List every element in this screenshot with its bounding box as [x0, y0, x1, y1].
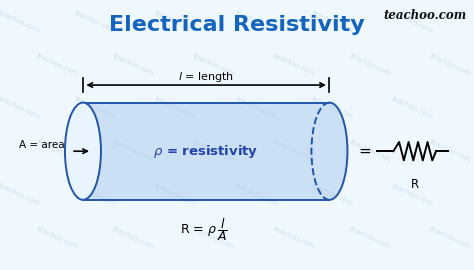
Text: teachoo.com: teachoo.com [234, 182, 278, 207]
Text: teachoo.com: teachoo.com [391, 9, 434, 34]
Text: $\rho$ = resistivity: $\rho$ = resistivity [154, 143, 259, 160]
Ellipse shape [311, 103, 347, 200]
Text: teachoo.com: teachoo.com [272, 225, 316, 250]
Text: $\it{l}$ = length: $\it{l}$ = length [178, 70, 234, 84]
Polygon shape [83, 103, 329, 200]
Text: teachoo.com: teachoo.com [0, 9, 41, 34]
Text: teachoo.com: teachoo.com [272, 52, 316, 77]
Text: teachoo.com: teachoo.com [35, 52, 79, 77]
Text: teachoo.com: teachoo.com [310, 96, 354, 120]
Text: teachoo.com: teachoo.com [154, 96, 197, 120]
Text: R: R [410, 178, 419, 191]
Text: R = $\rho\,\dfrac{l}{A}$: R = $\rho\,\dfrac{l}{A}$ [180, 216, 228, 243]
Text: teachoo.com: teachoo.com [391, 182, 434, 207]
Text: teachoo.com: teachoo.com [384, 9, 467, 22]
Text: teachoo.com: teachoo.com [310, 9, 354, 34]
Text: teachoo.com: teachoo.com [348, 52, 392, 77]
Ellipse shape [65, 103, 101, 200]
Text: teachoo.com: teachoo.com [154, 9, 197, 34]
Text: teachoo.com: teachoo.com [234, 96, 278, 120]
Text: teachoo.com: teachoo.com [154, 182, 197, 207]
Text: teachoo.com: teachoo.com [191, 52, 235, 77]
Text: teachoo.com: teachoo.com [0, 96, 41, 120]
Text: teachoo.com: teachoo.com [35, 225, 79, 250]
Text: teachoo.com: teachoo.com [111, 139, 155, 164]
Text: teachoo.com: teachoo.com [428, 139, 472, 164]
Text: teachoo.com: teachoo.com [111, 225, 155, 250]
Text: =: = [359, 144, 371, 159]
Text: teachoo.com: teachoo.com [310, 182, 354, 207]
Text: teachoo.com: teachoo.com [348, 225, 392, 250]
Text: teachoo.com: teachoo.com [348, 139, 392, 164]
Text: teachoo.com: teachoo.com [0, 182, 41, 207]
Text: Electrical Resistivity: Electrical Resistivity [109, 15, 365, 35]
Text: teachoo.com: teachoo.com [234, 9, 278, 34]
Text: teachoo.com: teachoo.com [35, 139, 79, 164]
Text: teachoo.com: teachoo.com [191, 225, 235, 250]
Text: teachoo.com: teachoo.com [111, 52, 155, 77]
Text: teachoo.com: teachoo.com [272, 139, 316, 164]
Text: teachoo.com: teachoo.com [428, 225, 472, 250]
Text: teachoo.com: teachoo.com [73, 182, 117, 207]
Text: teachoo.com: teachoo.com [73, 96, 117, 120]
Text: teachoo.com: teachoo.com [73, 9, 117, 34]
Text: teachoo.com: teachoo.com [191, 139, 235, 164]
Text: A = area: A = area [19, 140, 64, 150]
Text: teachoo.com: teachoo.com [428, 52, 472, 77]
Text: teachoo.com: teachoo.com [391, 96, 434, 120]
